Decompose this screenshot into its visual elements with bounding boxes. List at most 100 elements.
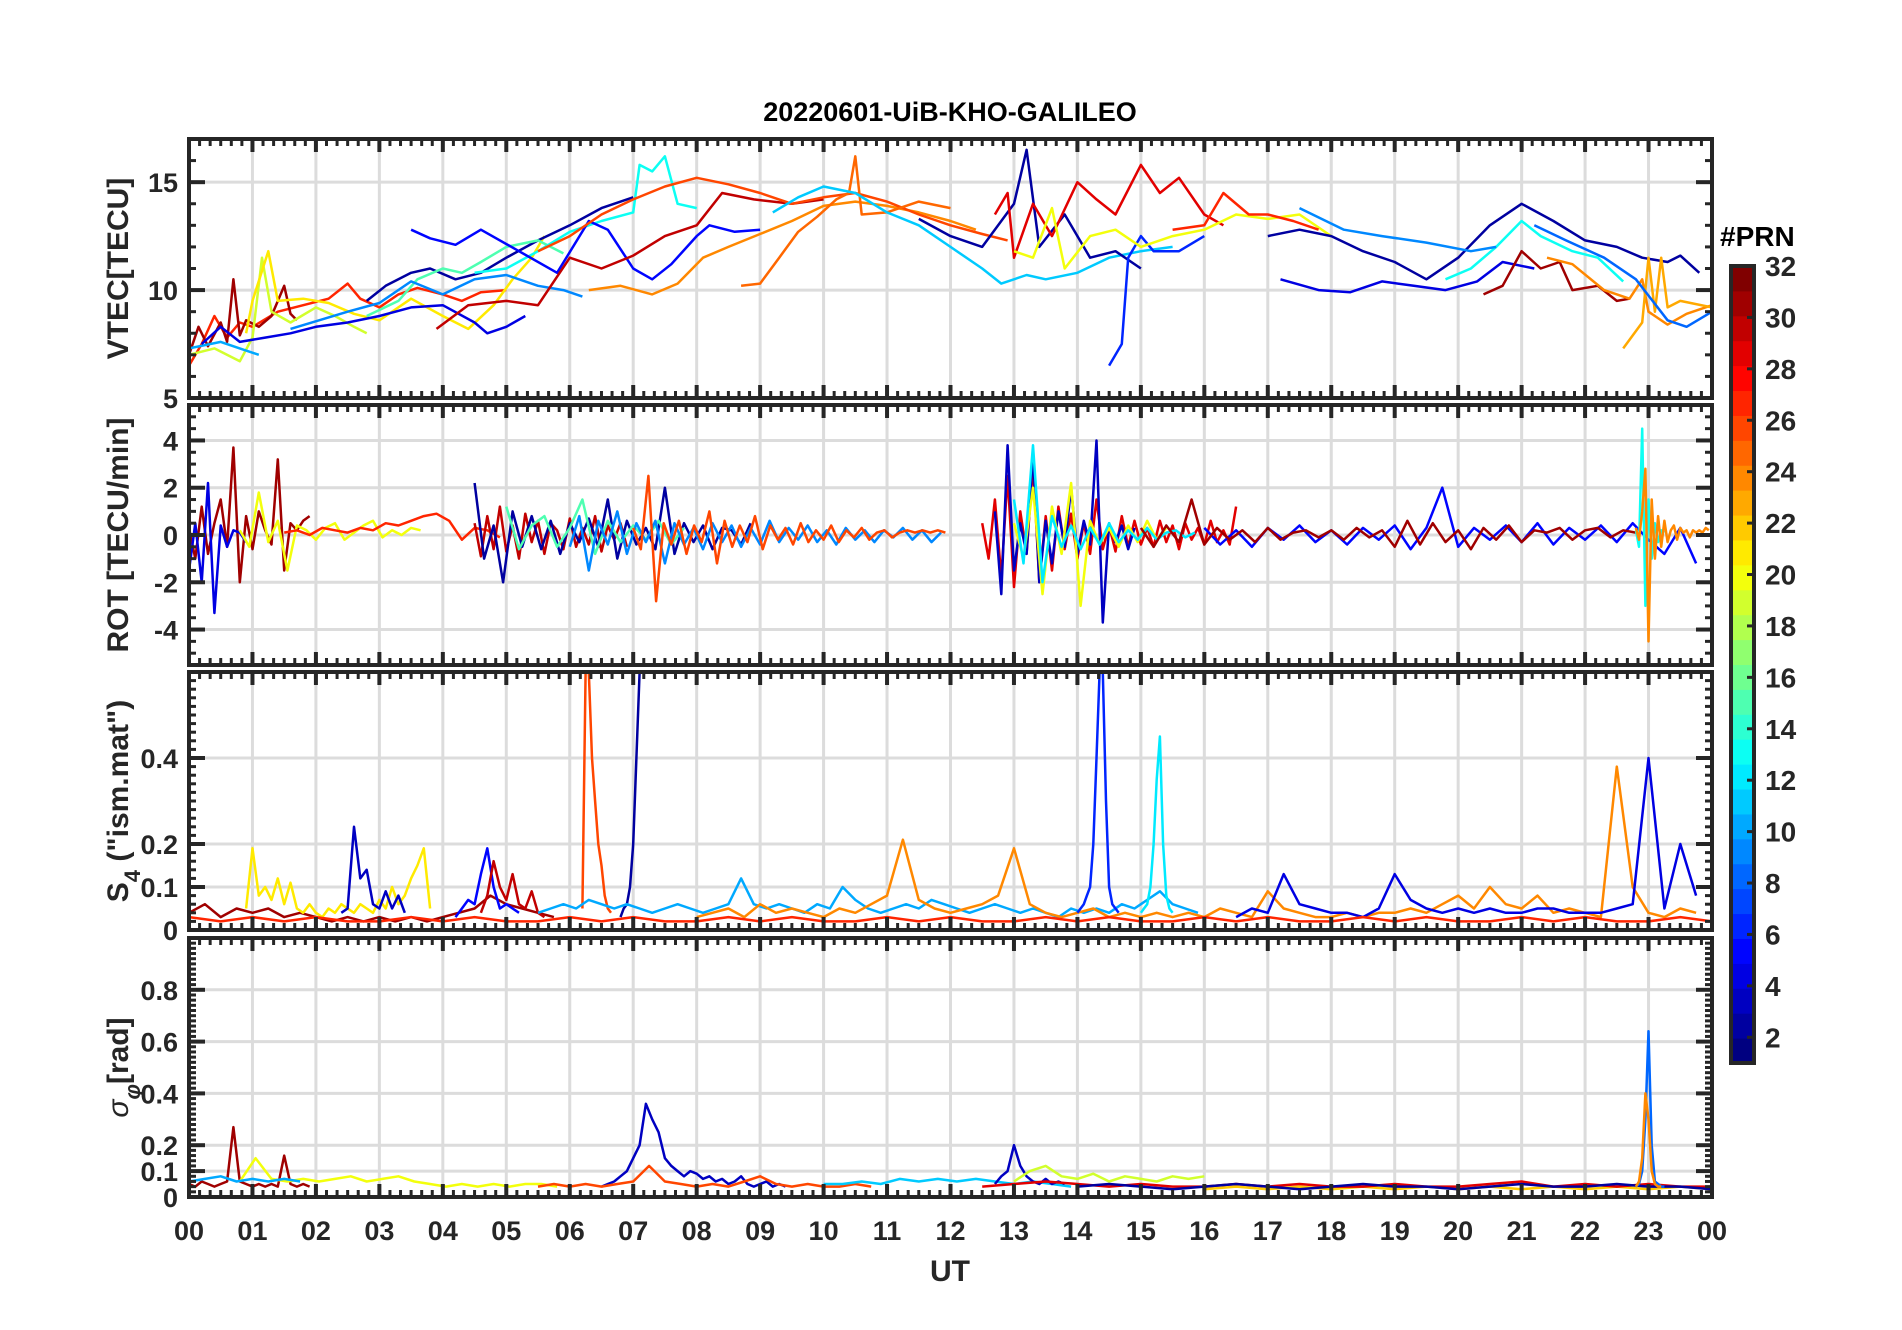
x-tick-label: 18 [1316, 1216, 1346, 1246]
sigma-series-prn-10-2 [189, 1175, 301, 1183]
colorbar-band [1731, 1038, 1754, 1064]
rot-ticks [187, 403, 1714, 667]
x-tick-label: 09 [745, 1216, 775, 1246]
x-tick-label: 14 [1062, 1216, 1092, 1246]
y-label-symbol: σ [102, 1098, 135, 1118]
colorbar-tick-label: 4 [1765, 971, 1781, 1002]
x-tick-label: 10 [809, 1216, 839, 1246]
x-tick-label: 21 [1507, 1216, 1537, 1246]
vtec-series-prn-31-1 [189, 278, 298, 356]
s4-series-prn-31-0 [189, 894, 555, 923]
s4-y-tick-label: 0 [163, 916, 178, 946]
vtec-series-prn-8-27 [1533, 224, 1712, 329]
colorbar-band [1731, 739, 1754, 765]
colorbar-band [1731, 963, 1754, 989]
rot-series-prn-15-6 [505, 498, 685, 556]
sigma-series-prn-3-3 [601, 1102, 786, 1188]
s4-series-prn-3-2 [340, 825, 406, 914]
rot-series-prn-9-7 [568, 510, 942, 572]
rot-series-prn-20-2 [238, 491, 421, 572]
y-label-subscript: 4 [120, 869, 145, 882]
x-tick-label: 04 [428, 1216, 458, 1246]
y-label-text: ("ism.mat") [102, 700, 135, 870]
x-tick-label: 08 [682, 1216, 712, 1246]
vtec-series [189, 148, 1712, 367]
s4-series-prn-6-9 [1076, 672, 1120, 914]
sigma-series-prn-26-4 [537, 1164, 872, 1188]
colorbar-band [1731, 515, 1754, 541]
colorbar-band [1731, 664, 1754, 690]
s4-series-prn-21-1 [244, 847, 432, 919]
vtec-series-prn-26-13 [537, 176, 1008, 253]
colorbar-band [1731, 266, 1754, 292]
colorbar-band [1731, 639, 1754, 665]
x-tick-label: 06 [555, 1216, 585, 1246]
rot-y-tick-label: 4 [163, 426, 178, 456]
s4-y-axis-label: S4 ("ism.mat") [102, 700, 145, 902]
vtec-series-prn-15-7 [366, 239, 564, 318]
x-tick-label: 02 [301, 1216, 331, 1246]
rot-series-prn-24-16 [1634, 467, 1710, 643]
colorbar-tick-label: 20 [1765, 560, 1796, 591]
x-tick-label: 01 [237, 1216, 267, 1246]
vtec-series-prn-19-2 [189, 256, 368, 363]
colorbar-tick-label: 16 [1765, 662, 1796, 693]
colorbar-band [1731, 614, 1754, 641]
s4-ticks [187, 670, 1714, 932]
rot-y-tick-label: -4 [154, 616, 178, 646]
colorbar-tick-label: 18 [1765, 611, 1796, 642]
rot-series-prn-4-1 [189, 481, 248, 615]
sigma-y-tick-label: 0.1 [140, 1157, 178, 1187]
colorbar-band [1731, 938, 1754, 964]
sigma-series-prn-29-9 [982, 1180, 1712, 1188]
sigma-y-tick-label: 0.2 [140, 1131, 178, 1161]
s4-series-prn-4-11 [1235, 756, 1698, 919]
vtec-series-prn-24-25 [1546, 256, 1712, 326]
vtec-y-tick-label: 10 [148, 276, 178, 306]
x-tick-label: 23 [1634, 1216, 1664, 1246]
colorbar-tick-label: 2 [1765, 1022, 1781, 1053]
colorbar-band [1731, 689, 1754, 715]
colorbar-tick-label: 30 [1765, 302, 1796, 333]
vtec-series-prn-27-20 [1172, 191, 1320, 231]
chart-title: 20220601-UiB-KHO-GALILEO [763, 97, 1137, 127]
vtec-series-prn-20-19 [1013, 206, 1333, 270]
rot-series-prn-31-14 [1139, 498, 1637, 551]
colorbar-band [1731, 589, 1754, 616]
x-tick-label: 16 [1189, 1216, 1219, 1246]
sigma-ticks [187, 936, 1714, 1199]
x-tick-label: 07 [618, 1216, 648, 1246]
colorbar-band [1731, 1013, 1754, 1039]
sigma-grid [189, 938, 1712, 1197]
colorbar-band [1731, 988, 1754, 1014]
x-tick-label: 15 [1126, 1216, 1156, 1246]
colorbar-band [1731, 714, 1754, 740]
colorbar-tick-label: 6 [1765, 919, 1781, 950]
colorbar-band [1731, 764, 1754, 790]
sigma-series-prn-3-6 [993, 1143, 1066, 1186]
colorbar-label: #PRN [1720, 221, 1795, 252]
s4-series-prn-30-4 [479, 859, 546, 919]
colorbar-band [1731, 465, 1754, 491]
s4-y-tick-label: 0.1 [140, 873, 178, 903]
colorbar-tick-label: 26 [1765, 405, 1796, 436]
vtec-y-axis-label: VTEC[TECU] [102, 178, 135, 360]
vtec-series-prn-2-22 [1267, 202, 1701, 281]
vtec-series-prn-4-21 [1280, 260, 1535, 294]
colorbar-tick-label: 12 [1765, 765, 1796, 796]
s4-series-prn-26-5 [581, 672, 613, 914]
vtec-series-prn-21-3 [244, 235, 546, 334]
colorbar-band [1731, 888, 1754, 915]
colorbar-band [1731, 440, 1754, 466]
x-tick-label: 17 [1253, 1216, 1283, 1246]
colorbar-band [1731, 863, 1754, 890]
colorbar-tick-label: 14 [1765, 714, 1797, 745]
sigma-y-tick-label: 0.4 [140, 1079, 178, 1109]
colorbar-band [1731, 315, 1754, 342]
colorbar-tick-label: 22 [1765, 508, 1796, 539]
s4-series-prn-2-6 [619, 672, 643, 918]
vtec-series-prn-30-11 [435, 191, 824, 330]
